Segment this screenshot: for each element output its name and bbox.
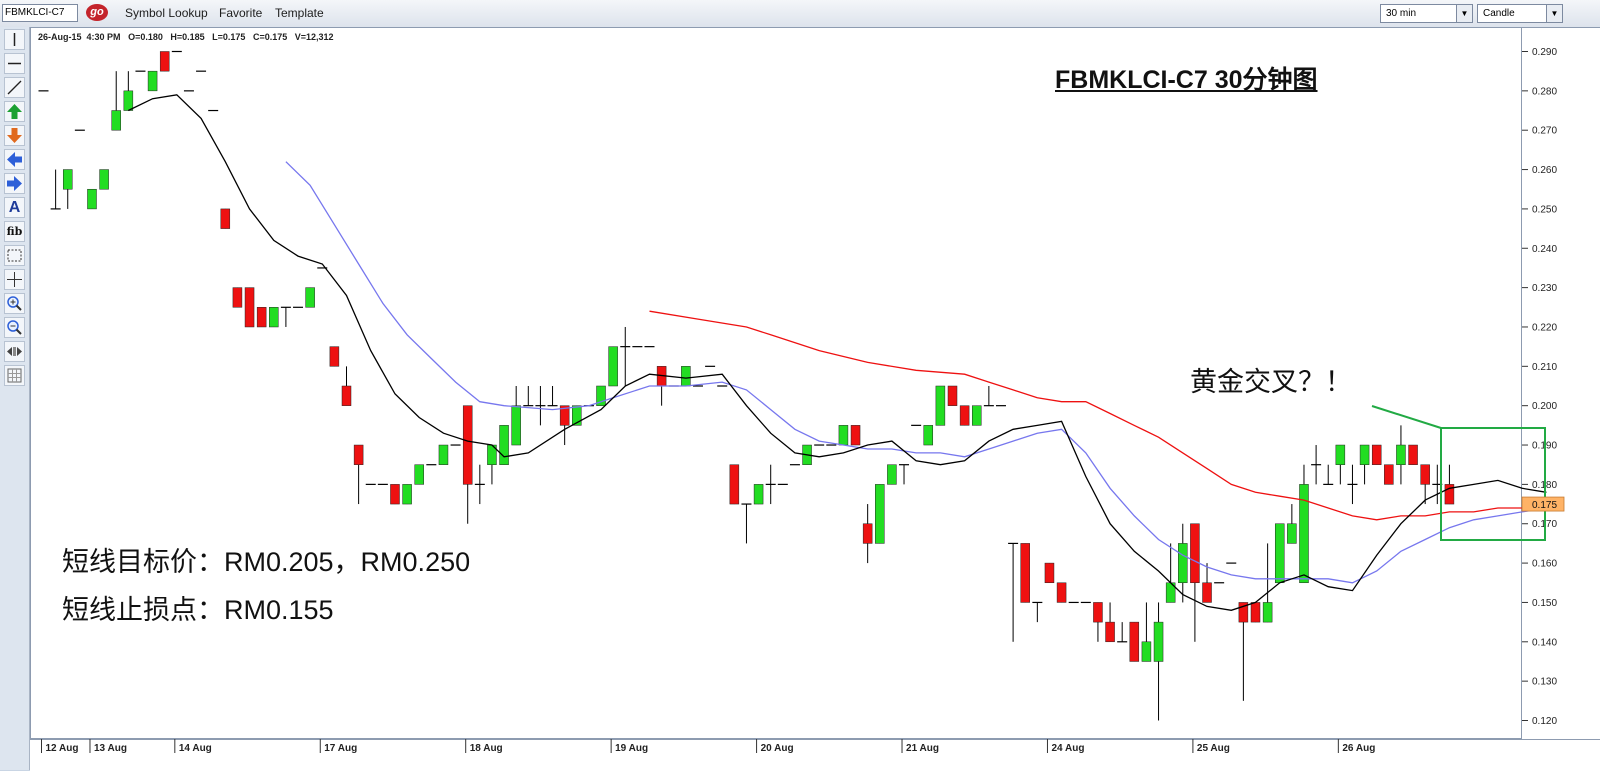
chevron-down-icon[interactable]: ▼ [1456, 5, 1472, 22]
target-price-note: 短线目标价：RM0.205，RM0.250 [62, 547, 471, 577]
info-volume: V=12,312 [294, 32, 334, 42]
chevron-down-icon[interactable]: ▼ [1546, 5, 1562, 22]
trend-line-icon[interactable] [4, 77, 25, 98]
text-icon[interactable]: A [4, 197, 25, 218]
right-arrow-icon[interactable] [4, 173, 25, 194]
horizontal-line-icon[interactable] [4, 53, 25, 74]
menu-symbol-lookup[interactable]: Symbol Lookup [125, 6, 208, 20]
interval-select[interactable]: 30 min ▼ [1380, 4, 1473, 23]
info-high: H=0.185 [170, 32, 205, 42]
symbol-input[interactable]: FBMKLCI-C7 [2, 4, 78, 22]
date-axis [30, 739, 1600, 771]
scroll-icon[interactable] [4, 341, 25, 362]
stop-loss-note: 短线止损点：RM0.155 [62, 595, 334, 625]
golden-cross-note: 黄金交叉？！ [1190, 367, 1352, 397]
info-time: 4:30 PM [86, 32, 121, 42]
drawing-toolbox: A fib [0, 27, 30, 770]
menu-favorite[interactable]: Favorite [219, 6, 263, 20]
go-button[interactable]: go [86, 4, 108, 21]
up-arrow-icon[interactable] [4, 101, 25, 122]
vertical-line-icon[interactable] [4, 29, 25, 50]
grid-icon[interactable] [4, 365, 25, 386]
crosshair-icon[interactable] [4, 269, 25, 290]
zoom-in-icon[interactable] [4, 293, 25, 314]
chart-style-value: Candle [1483, 8, 1515, 19]
down-arrow-icon[interactable] [4, 125, 25, 146]
info-low: L=0.175 [212, 32, 246, 42]
info-open: O=0.180 [128, 32, 163, 42]
info-date: 26-Aug-15 [38, 32, 82, 42]
top-toolbar: FBMKLCI-C7 go Symbol Lookup Favorite Tem… [0, 0, 1600, 28]
interval-value: 30 min [1386, 8, 1417, 19]
ohlc-info-bar: 26-Aug-15 4:30 PM O=0.180 H=0.185 L=0.17… [38, 32, 334, 42]
chart-style-select[interactable]: Candle ▼ [1477, 4, 1563, 23]
menu-template[interactable]: Template [275, 6, 324, 20]
left-arrow-icon[interactable] [4, 149, 25, 170]
chart-title: FBMKLCI-C7 30分钟图 [1055, 66, 1318, 94]
info-close: C=0.175 [252, 32, 288, 42]
fibonacci-icon[interactable]: fib [4, 221, 25, 242]
zoom-out-icon[interactable] [4, 317, 25, 338]
price-axis [1522, 27, 1600, 740]
select-rectangle-icon[interactable] [4, 245, 25, 266]
